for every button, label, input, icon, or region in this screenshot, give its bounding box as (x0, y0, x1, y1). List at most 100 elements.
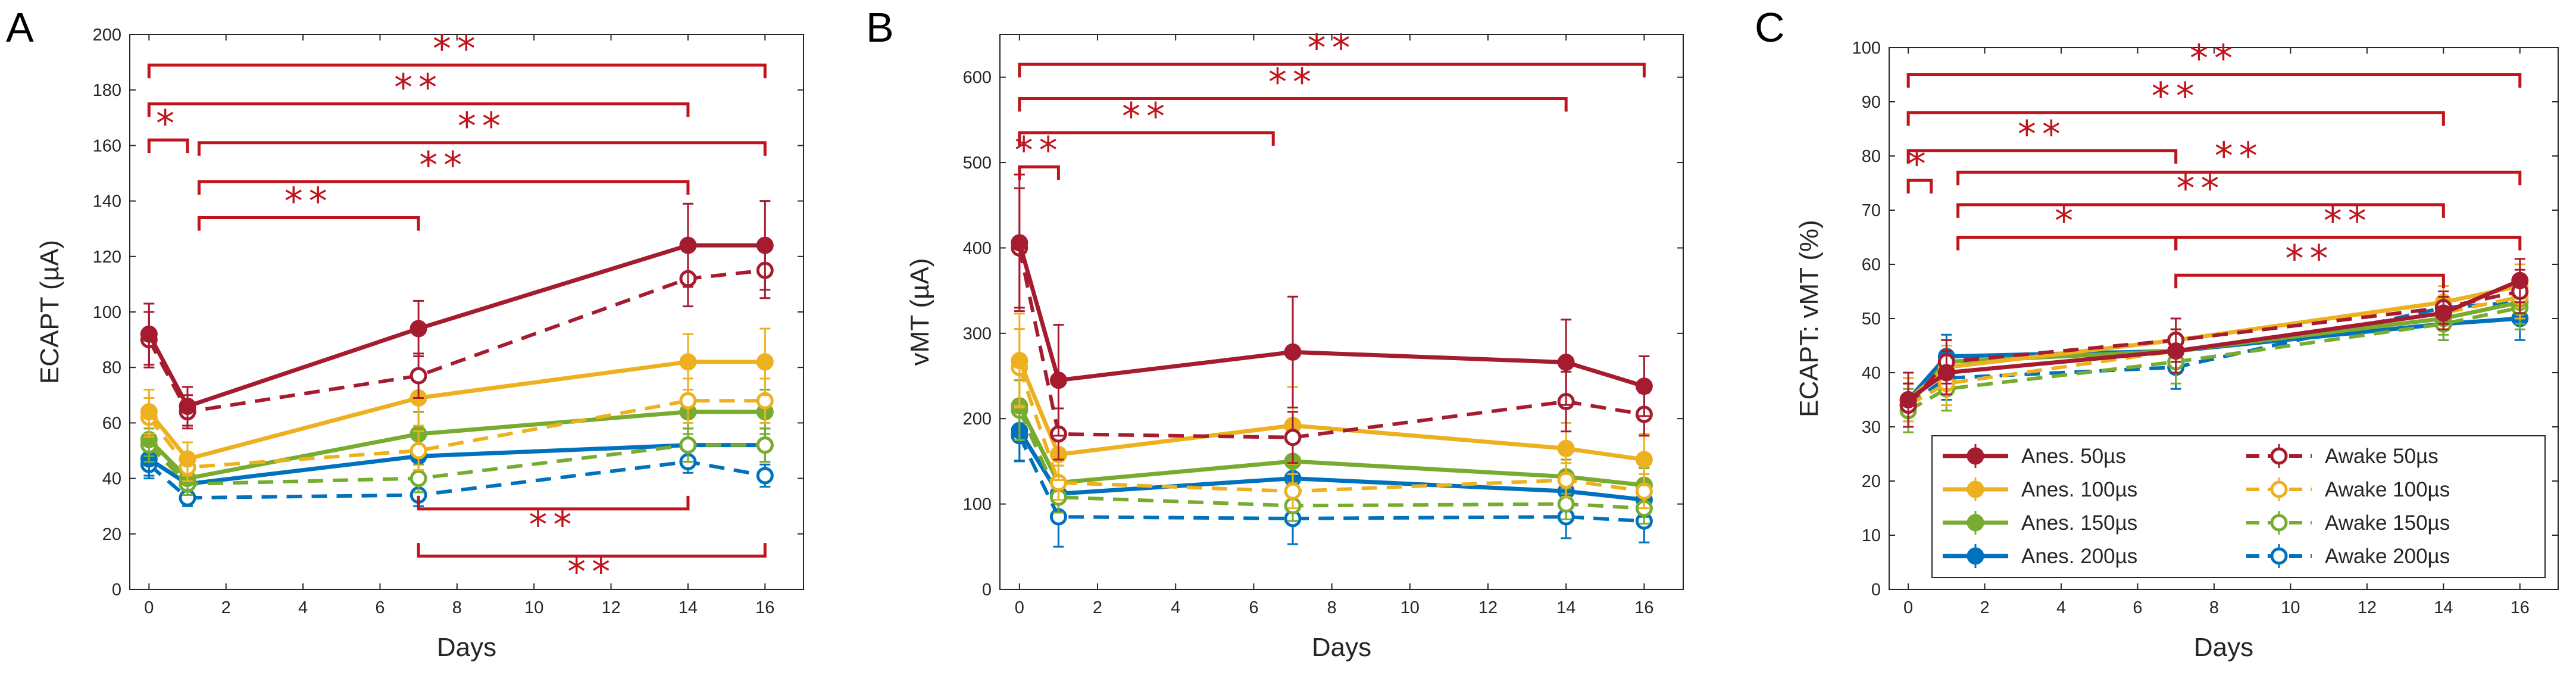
significance-marker: ** (419, 143, 468, 187)
significance-marker: ** (2190, 37, 2239, 80)
bracket-line (1956, 170, 2522, 186)
x-tick-label: 2 (221, 598, 231, 617)
significance-marker: ** (285, 180, 333, 223)
legend-box (1931, 435, 2546, 578)
data-point (1011, 234, 1028, 252)
x-tick-label: 16 (755, 598, 774, 617)
x-axis-label: Days (1312, 633, 1371, 662)
significance-bracket: ** (1906, 74, 2445, 126)
x-axis-label: Days (2194, 633, 2253, 662)
data-point (2511, 271, 2529, 289)
x-tick-label: 16 (1634, 598, 1653, 617)
y-tick-label: 70 (1862, 201, 1881, 220)
data-point (1557, 495, 1575, 513)
y-tick-label: 140 (93, 192, 121, 211)
y-axis-label: ECAPT: vMT (%) (1795, 220, 1824, 417)
y-tick-label: 60 (102, 414, 121, 433)
y-tick-label: 20 (102, 525, 121, 544)
significance-marker: ** (567, 550, 616, 594)
x-tick-label: 10 (524, 598, 543, 617)
x-tick-label: 6 (2133, 598, 2142, 617)
bracket-line (1956, 203, 2445, 218)
x-tick-label: 14 (679, 598, 698, 617)
legend-label: Awake 150µs (2325, 511, 2450, 535)
legend-entry: Anes. 150µs (1943, 511, 2137, 535)
y-tick-label: 0 (982, 580, 992, 599)
y-tick-label: 300 (963, 324, 992, 344)
x-tick-label: 0 (144, 598, 154, 617)
legend-entry: Awake 150µs (2246, 511, 2450, 535)
significance-bracket: ** (417, 495, 690, 547)
significance-marker: ** (1122, 95, 1171, 138)
data-point (409, 470, 427, 488)
legend-swatch-marker (2270, 447, 2288, 465)
x-tick-label: 16 (2511, 598, 2530, 617)
bracket-line (147, 138, 189, 154)
bracket-line (1906, 149, 2178, 164)
y-tick-label: 100 (963, 495, 992, 514)
data-point (140, 403, 158, 421)
legend-label: Anes. 100µs (2021, 478, 2137, 501)
bracket-line (1018, 131, 1275, 146)
significance-bracket: ** (197, 105, 767, 156)
panel-B: B 0 2 4 6 8 10 12 14 16 0 100 200 300 400 500 600 Days vMT… (866, 4, 1684, 662)
data-point (756, 236, 774, 254)
significance-bracket: ** (1018, 26, 1646, 78)
data-point (179, 397, 196, 415)
significance-marker: ** (2324, 199, 2372, 243)
data-point (2434, 304, 2452, 322)
legend-label: Anes. 50µs (2021, 445, 2126, 468)
data-point (1049, 371, 1067, 389)
x-tick-label: 12 (2358, 598, 2377, 617)
significance-bracket: ** (147, 66, 690, 117)
x-tick-label: 0 (1015, 598, 1024, 617)
data-point (679, 236, 697, 254)
legend-swatch-marker (2270, 480, 2288, 498)
bracket-line (1018, 165, 1060, 180)
y-tick-label: 30 (1862, 418, 1881, 437)
x-tick-label: 6 (1249, 598, 1258, 617)
significance-bracket: ** (1956, 134, 2522, 186)
significance-bracket: ** (1015, 129, 1060, 180)
y-tick-label: 80 (1862, 147, 1881, 166)
significance-marker: ** (529, 503, 578, 547)
x-tick-label: 10 (1400, 598, 1420, 617)
x-tick-label: 12 (1478, 598, 1498, 617)
significance-marker: ** (2286, 237, 2334, 280)
bracket-line (1018, 97, 1568, 112)
y-tick-label: 120 (93, 248, 121, 267)
y-tick-label: 100 (1852, 39, 1881, 58)
data-point (679, 353, 697, 371)
bracket-line (197, 141, 767, 156)
series-line (147, 268, 765, 414)
legend-swatch-marker (1967, 480, 1984, 498)
series-line (1018, 435, 1645, 523)
bracket-line (2174, 236, 2522, 251)
legend: Anes. 50µs Awake 50µs Anes. 100µs Awake 100… (1931, 435, 2546, 578)
significance-bracket: ** (197, 180, 420, 231)
data-point (1937, 364, 1955, 382)
x-axis-label: Days (437, 633, 496, 662)
significance-bracket: ** (2174, 199, 2522, 251)
series-anes-50-s (140, 200, 774, 427)
significance-marker: ** (458, 105, 507, 148)
significance-bracket: ** (2174, 237, 2445, 289)
series-line (1907, 305, 2521, 413)
x-tick-label: 14 (2434, 598, 2453, 617)
significance-marker: ** (433, 27, 482, 70)
significance-marker: * (2055, 199, 2079, 243)
data-point (1011, 352, 1028, 370)
y-tick-label: 50 (1862, 310, 1881, 329)
y-tick-label: 180 (93, 81, 121, 100)
x-tick-label: 0 (1903, 598, 1913, 617)
bracket-line (1906, 73, 2522, 88)
y-tick-label: 20 (1862, 472, 1881, 491)
legend-label: Anes. 150µs (2021, 511, 2137, 535)
bracket-line (197, 180, 690, 195)
data-point (1557, 439, 1575, 457)
legend-swatch-marker (2270, 514, 2288, 532)
panel-label: B (866, 4, 894, 51)
x-tick-label: 10 (2281, 598, 2300, 617)
y-tick-label: 100 (93, 303, 121, 322)
legend-swatch-marker (1967, 547, 1984, 565)
